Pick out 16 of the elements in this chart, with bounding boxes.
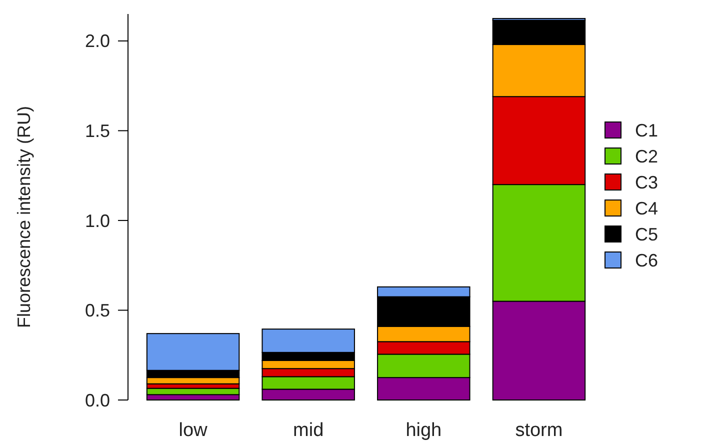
x-tick-label: high [406, 420, 442, 441]
legend-label: C1 [635, 120, 658, 140]
legend-label: C4 [635, 198, 658, 218]
legend-label: C3 [635, 172, 658, 192]
legend-label: C6 [635, 250, 658, 270]
legend-label: C2 [635, 146, 658, 166]
y-tick-label: 0.5 [84, 300, 110, 321]
legend-label: C5 [635, 224, 658, 244]
y-axis-title: Fluorescence intensity (RU) [14, 106, 34, 328]
x-tick-label: mid [293, 420, 324, 441]
y-tick-label: 1.5 [84, 121, 110, 141]
y-tick-label: 1.0 [84, 210, 110, 231]
x-tick-label: storm [515, 420, 563, 441]
x-tick-label: low [178, 420, 208, 441]
y-tick-label: 2.0 [84, 31, 110, 52]
y-tick-label: 0.0 [84, 390, 110, 410]
